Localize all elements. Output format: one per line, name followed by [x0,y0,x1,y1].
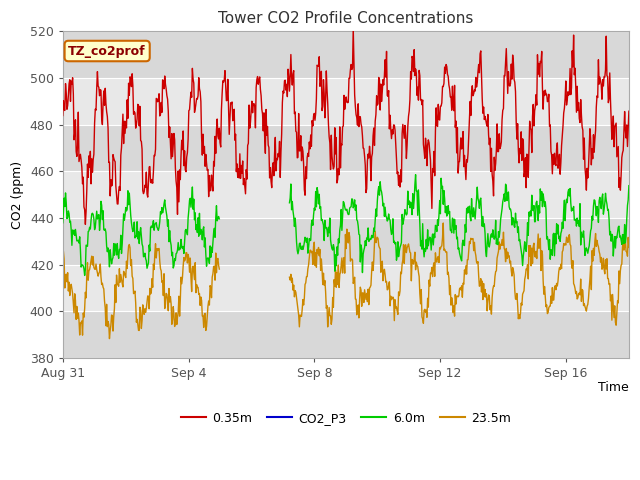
Bar [63,125,629,171]
Bar [63,32,629,78]
Legend: 0.35m, CO2_P3, 6.0m, 23.5m: 0.35m, CO2_P3, 6.0m, 23.5m [176,407,516,430]
Bar [63,78,629,125]
X-axis label: Time: Time [598,382,629,395]
Bar [63,171,629,218]
Bar [63,264,629,312]
Text: TZ_co2prof: TZ_co2prof [68,45,146,58]
Bar [63,312,629,358]
Title: Tower CO2 Profile Concentrations: Tower CO2 Profile Concentrations [218,11,474,26]
Bar [63,218,629,264]
Y-axis label: CO2 (ppm): CO2 (ppm) [11,161,24,229]
